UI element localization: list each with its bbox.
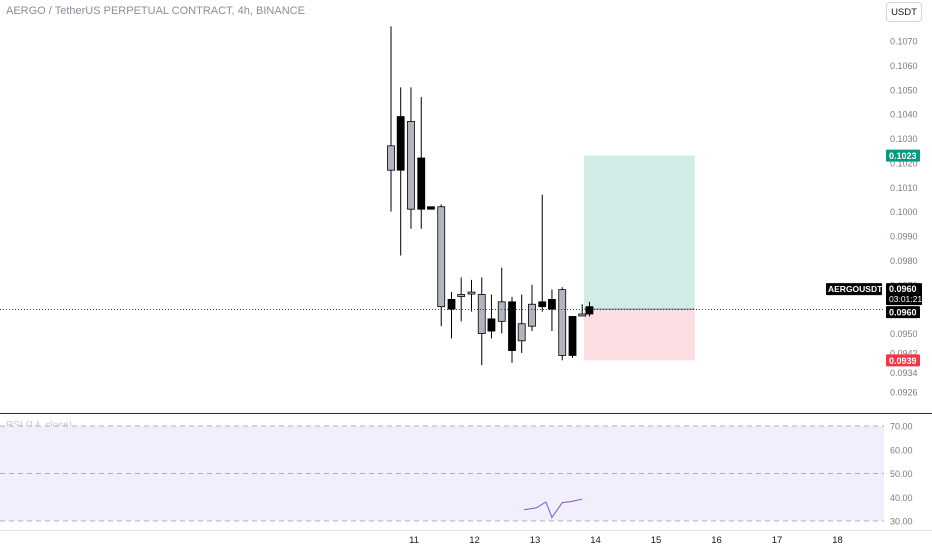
price-tick-label: 0.1040 [890, 110, 918, 120]
candle-body [457, 294, 466, 297]
price-tick-label: 0.1060 [890, 61, 918, 71]
time-tick-label: 14 [590, 535, 601, 546]
rsi-line [524, 498, 583, 519]
line-price-badge-label: 0.0960 [889, 308, 917, 318]
price-tick-label: 0.1030 [890, 134, 918, 144]
candle-body [487, 318, 496, 332]
candle-body [387, 145, 395, 171]
countdown-label: 03:01:21 [889, 294, 922, 304]
price-tick-label: 0.0926 [890, 388, 918, 398]
time-tick-label: 15 [651, 535, 662, 546]
candle-body [437, 206, 446, 308]
time-tick-label: 17 [772, 535, 783, 546]
rsi-tick-label: 30.00 [890, 517, 913, 527]
price-tick-label: 0.1070 [890, 37, 918, 47]
time-tick-label: 11 [409, 535, 419, 546]
price-tick-label: 0.0990 [890, 232, 918, 242]
candle-body [477, 294, 486, 334]
chart-title: AERGO / TetherUS PERPETUAL CONTRACT, 4h,… [6, 5, 305, 17]
last-price-badge [886, 283, 922, 306]
candle-body [578, 313, 587, 317]
rsi-background [0, 425, 884, 522]
position-zones [584, 155, 695, 361]
candle-body [538, 301, 547, 308]
price-tick-label: 0.0950 [890, 329, 918, 339]
rsi-tick-label: 40.00 [890, 493, 913, 503]
candles [387, 26, 594, 366]
stop-price-badge [886, 354, 920, 367]
candle-body [585, 306, 594, 315]
stop-price-badge-label: 0.0939 [889, 356, 917, 366]
symbol-badge [826, 283, 882, 296]
symbol-badge-label: AERGOUSDT.P [828, 284, 890, 294]
price-tick-label: 0.0934 [890, 368, 918, 378]
target-price-badge [886, 149, 920, 162]
time-tick-label: 12 [469, 535, 480, 546]
candle-body [548, 298, 556, 310]
price-tick-label: 0.1050 [890, 85, 918, 95]
candle-body [396, 116, 405, 171]
time-tick-label: 13 [530, 535, 541, 546]
line-price-badge [886, 306, 920, 319]
candle-body [508, 301, 516, 351]
candle-body [407, 121, 415, 210]
rsi-tick-label: 50.00 [890, 469, 913, 479]
candle-body [467, 291, 476, 295]
target-zone [584, 155, 695, 310]
candle-body [528, 303, 536, 327]
price-tick-label: 0.0942 [890, 349, 918, 359]
price-tick-label: 0.1020 [890, 158, 918, 168]
rsi-tick-label: 70.00 [890, 422, 913, 432]
candle-body [447, 298, 456, 310]
candle-body [568, 316, 577, 356]
time-tick-label: 18 [832, 535, 843, 546]
candle-body [417, 157, 426, 210]
rsi-indicator-label[interactable]: RSI (14, close) [6, 420, 73, 431]
price-tick-label: 0.1010 [890, 183, 918, 193]
price-tick-label: 0.0980 [890, 256, 918, 266]
price-tick-label: 0.1000 [890, 207, 918, 217]
time-tick-label: 16 [711, 535, 722, 546]
stop-zone [584, 309, 695, 361]
last-price-label: 0.0960 [889, 284, 917, 294]
currency-button[interactable]: USDT [886, 2, 922, 22]
target-price-badge-label: 0.1023 [889, 151, 917, 161]
candle-body [427, 206, 435, 210]
rsi-tick-label: 60.00 [890, 445, 913, 455]
candle-body [517, 323, 526, 342]
candle-body [497, 301, 506, 322]
candle-body [558, 289, 567, 356]
